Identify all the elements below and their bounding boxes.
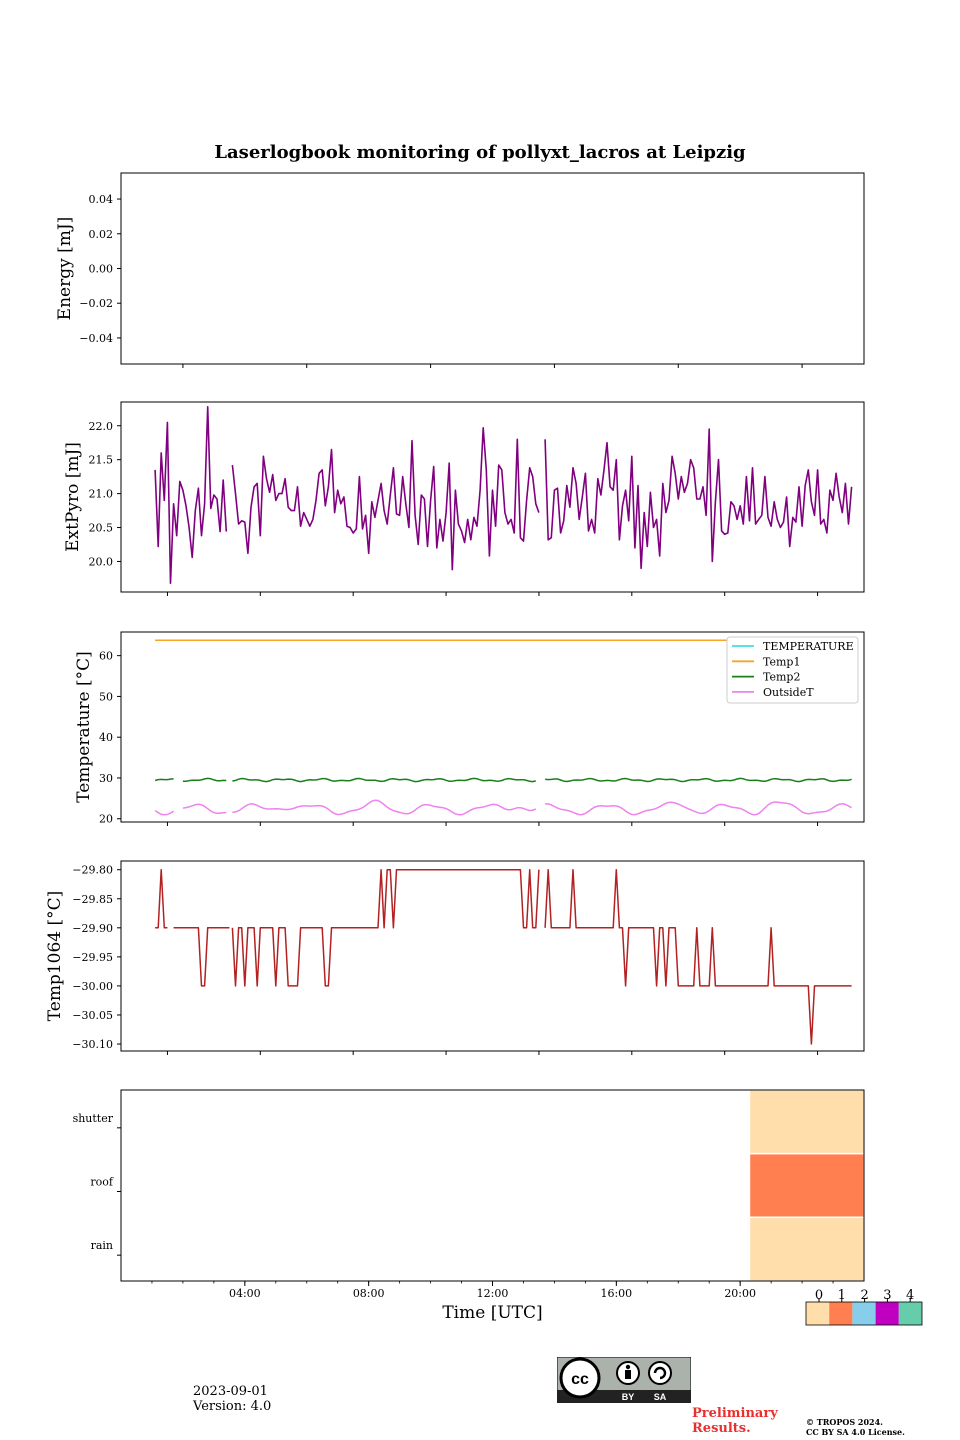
x-tick-label: 08:00 bbox=[353, 1287, 385, 1300]
flag-cell-shutter bbox=[748, 1089, 865, 1155]
legend-box bbox=[726, 636, 859, 704]
y-axis-label: Energy [mJ] bbox=[55, 217, 75, 321]
flag-cell-roof bbox=[748, 1152, 865, 1219]
temp2-line bbox=[154, 778, 174, 782]
y-tick-label: −30.00 bbox=[72, 980, 113, 993]
temp1064-line bbox=[173, 927, 230, 987]
x-tick-label: 20:00 bbox=[724, 1287, 756, 1300]
colorbar-label: 3 bbox=[883, 1288, 891, 1303]
x-tick-label: 16:00 bbox=[600, 1287, 632, 1300]
svg-text:BY: BY bbox=[622, 1392, 635, 1402]
y-axis-label: Temp1064 [°C] bbox=[45, 891, 65, 1022]
outsidet-line bbox=[182, 803, 227, 815]
temp1064-line bbox=[231, 868, 540, 987]
x-tick-label: 12:00 bbox=[477, 1287, 509, 1300]
panel-energy: 0.04 0.02 0.00 −0.02 −0.04 Energy [mJ] bbox=[55, 172, 865, 368]
colorbar-label: 1 bbox=[838, 1288, 846, 1303]
outsidet-line bbox=[545, 801, 852, 816]
axes-frame bbox=[120, 860, 865, 1052]
copyright-line-1: © TROPOS 2024. bbox=[806, 1417, 883, 1427]
svg-text:SA: SA bbox=[654, 1392, 667, 1402]
y-axis-label: Temperature [°C] bbox=[74, 651, 94, 803]
preliminary-line-1: Preliminary bbox=[692, 1406, 778, 1421]
colorbar-label: 0 bbox=[815, 1288, 823, 1303]
temp1064-line bbox=[544, 868, 852, 1045]
legend: TEMPERATURE Temp1 Temp2 OutsideT bbox=[726, 636, 859, 704]
y-tick-label: 22.0 bbox=[89, 420, 114, 433]
flag-cell-rain bbox=[748, 1216, 865, 1282]
outsidet-line bbox=[232, 799, 537, 816]
legend-label: Temp1 bbox=[763, 655, 800, 668]
axes-frame bbox=[120, 631, 865, 823]
temp2-line bbox=[545, 777, 852, 783]
panel-extpyro: 22.0 21.5 21.0 20.5 20.0 ExtPyro [mJ] bbox=[63, 401, 865, 596]
date-label: 2023-09-01 bbox=[193, 1384, 268, 1399]
figure-title: Laserlogbook monitoring of pollyxt_lacro… bbox=[214, 142, 746, 163]
colorbar-label: 2 bbox=[860, 1288, 868, 1303]
x-tick-label: 04:00 bbox=[229, 1287, 261, 1300]
legend-label: Temp2 bbox=[763, 671, 800, 684]
colorbar-swatch-1 bbox=[829, 1302, 853, 1325]
preliminary-results-label: Preliminary Results. bbox=[692, 1406, 802, 1436]
x-axis-label: Time [UTC] bbox=[442, 1303, 542, 1323]
y-tick-label: −0.02 bbox=[79, 297, 113, 310]
cc-license-badge: cc BY SA bbox=[557, 1357, 691, 1403]
colorbar-label: 4 bbox=[906, 1288, 914, 1303]
panel-temperature: TEMPERATURE Temp1 Temp2 OutsideT 60 50 40 30 20 T… bbox=[74, 631, 865, 826]
row-label-roof: roof bbox=[90, 1176, 114, 1189]
y-tick-label: −0.04 bbox=[79, 332, 113, 345]
panel-flags: shutter roof rain 04:00 08:00 12:00 16:00 20:00… bbox=[73, 1089, 865, 1323]
y-tick-label: −29.95 bbox=[72, 951, 113, 964]
extpyro-line bbox=[154, 405, 228, 585]
axes-frame bbox=[120, 172, 865, 365]
y-tick-label: 20.5 bbox=[89, 522, 114, 535]
row-label-rain: rain bbox=[91, 1239, 113, 1252]
colorbar-swatch-4 bbox=[898, 1302, 922, 1325]
extpyro-line bbox=[544, 428, 853, 570]
y-tick-label: 0.00 bbox=[89, 263, 114, 276]
colorbar-swatch-2 bbox=[852, 1302, 876, 1325]
preliminary-line-2: Results. bbox=[692, 1421, 751, 1436]
y-tick-label: 40 bbox=[99, 731, 113, 744]
panel-temp1064: −29.80 −29.85 −29.90 −29.95 −30.00 −30.05 −30.… bbox=[45, 860, 865, 1055]
temp2-line bbox=[232, 777, 536, 783]
y-tick-label: 60 bbox=[99, 650, 113, 663]
y-tick-label: 20 bbox=[99, 813, 113, 826]
y-tick-label: 0.04 bbox=[89, 193, 114, 206]
colorbar-swatch-0 bbox=[806, 1302, 830, 1325]
y-tick-label: −30.05 bbox=[72, 1009, 113, 1022]
cc-icon bbox=[559, 1357, 601, 1399]
y-tick-label: 30 bbox=[99, 772, 113, 785]
y-tick-label: −30.10 bbox=[72, 1038, 113, 1051]
y-tick-label: 50 bbox=[99, 690, 113, 703]
version-label: Version: 4.0 bbox=[193, 1399, 272, 1414]
svg-text:cc: cc bbox=[571, 1371, 589, 1388]
y-axis-label: ExtPyro [mJ] bbox=[63, 442, 83, 552]
y-tick-label: 0.02 bbox=[89, 228, 114, 241]
copyright-line-2: CC BY SA 4.0 License. bbox=[806, 1427, 905, 1437]
axes-frame bbox=[120, 401, 865, 593]
y-tick-label: −29.90 bbox=[72, 922, 113, 935]
y-tick-label: −29.85 bbox=[72, 893, 113, 906]
legend-label: TEMPERATURE bbox=[763, 640, 854, 653]
temp2-line bbox=[182, 777, 227, 783]
temp1064-line bbox=[155, 868, 168, 929]
colorbar-swatch-3 bbox=[875, 1302, 899, 1325]
outsidet-line bbox=[154, 809, 174, 816]
legend-label: OutsideT bbox=[763, 686, 814, 699]
copyright-notice: © TROPOS 2024. CC BY SA 4.0 License. bbox=[806, 1417, 956, 1437]
row-label-shutter: shutter bbox=[73, 1112, 114, 1125]
y-tick-label: 21.0 bbox=[89, 488, 114, 501]
colorbar-frame bbox=[805, 1301, 923, 1326]
y-tick-label: 20.0 bbox=[89, 555, 114, 568]
y-tick-label: −29.80 bbox=[72, 864, 113, 877]
extpyro-line bbox=[231, 426, 540, 571]
chart-panels: 0.04 0.02 0.00 −0.02 −0.04 Energy [mJ] 22.0 21.… bbox=[45, 172, 865, 1323]
sa-icon bbox=[648, 1361, 672, 1385]
y-tick-label: 21.5 bbox=[89, 454, 114, 467]
